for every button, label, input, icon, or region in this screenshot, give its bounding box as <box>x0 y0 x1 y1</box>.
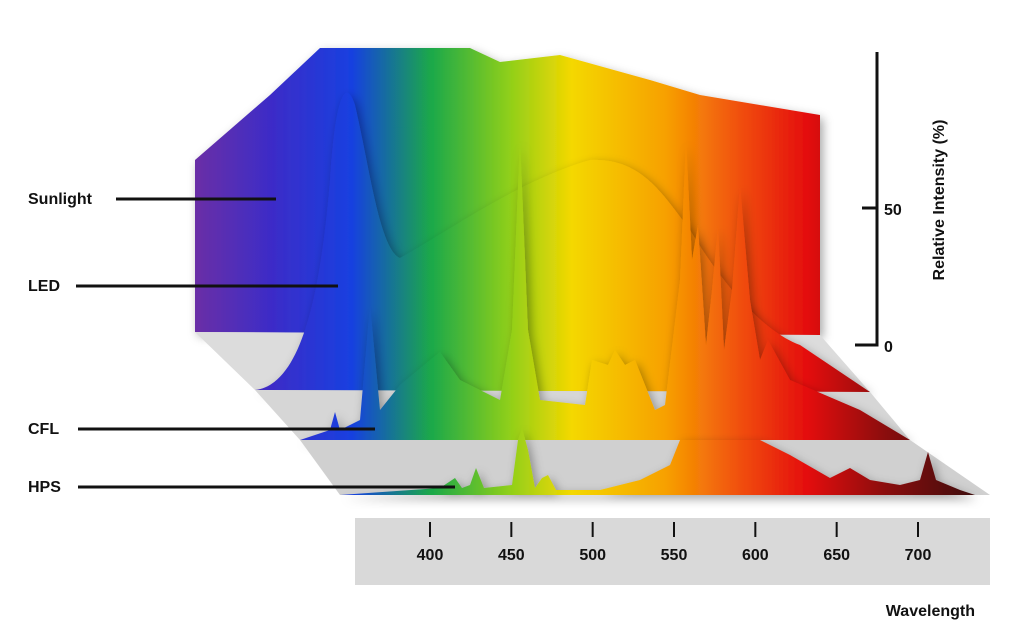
spectra <box>195 48 990 495</box>
x-axis-band <box>355 518 990 585</box>
hps-spectrum <box>340 428 975 495</box>
x-tick-label: 650 <box>823 547 850 564</box>
x-tick-label: 400 <box>417 547 444 564</box>
series-labels <box>76 197 455 489</box>
x-tick-label: 500 <box>579 547 606 564</box>
series-label: LED <box>28 278 60 295</box>
x-tick-label: 700 <box>905 547 932 564</box>
series-label: HPS <box>28 479 61 496</box>
series-label: CFL <box>28 421 59 438</box>
y-axis-title: Relative Intensity (%) <box>931 120 948 281</box>
x-tick-label: 550 <box>661 547 688 564</box>
series-label: Sunlight <box>28 191 93 208</box>
x-tick-label: 600 <box>742 547 769 564</box>
cfl-spectrum <box>300 140 910 440</box>
x-axis-title: Wavelength <box>886 603 975 620</box>
y-tick-label: 0 <box>884 339 893 356</box>
x-tick-label: 450 <box>498 547 525 564</box>
y-axis-line <box>855 52 879 347</box>
y-tick-label: 50 <box>884 202 902 219</box>
